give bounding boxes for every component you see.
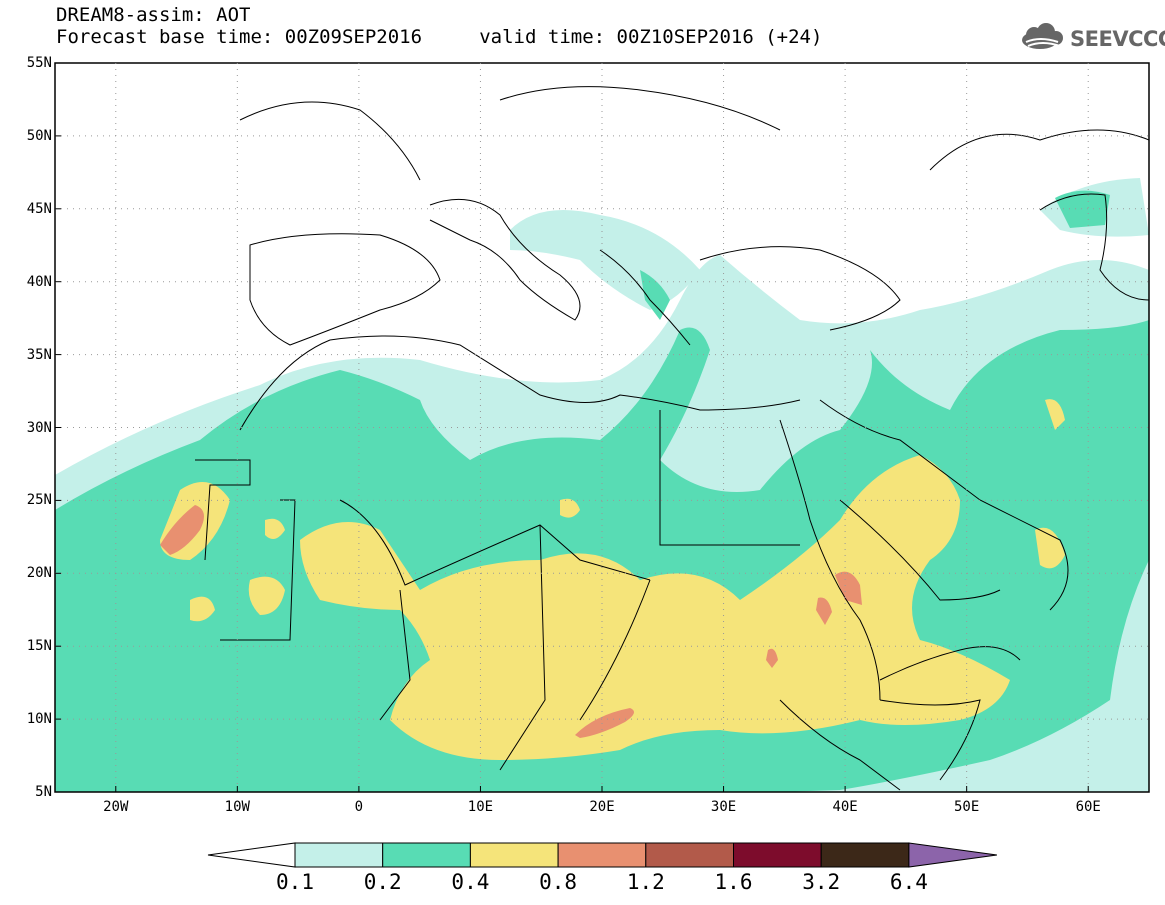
chart-subtitle: Forecast base time: 00Z09SEP2016 valid t… <box>56 26 823 48</box>
lon-label: 10E <box>467 799 494 815</box>
cloud-logo-icon <box>1022 23 1063 49</box>
colorbar-label: 1.2 <box>626 870 665 894</box>
colorbar-label: 0.2 <box>363 870 402 894</box>
lon-label: 60E <box>1075 799 1101 815</box>
colorbar-swatch <box>820 842 910 868</box>
aot-band-0.8 <box>160 505 862 738</box>
lat-label: 55N <box>26 55 52 71</box>
lat-label: 5N <box>35 784 52 800</box>
colorbar-label: 6.4 <box>889 870 928 894</box>
colorbar-swatch <box>382 842 471 868</box>
colorbar-lower-arrow <box>207 842 296 868</box>
lon-label: 20E <box>589 799 615 815</box>
colorbar-swatch <box>733 842 822 868</box>
colorbar-label: 1.6 <box>714 870 753 894</box>
colorbar-swatch <box>294 842 384 868</box>
colorbar-label: 0.4 <box>451 870 490 894</box>
lat-label: 50N <box>26 127 52 144</box>
lon-label: 30E <box>710 799 737 815</box>
colorbar-label: 0.1 <box>276 870 314 894</box>
colorbar-swatch <box>645 842 734 868</box>
gridlines <box>55 63 1149 792</box>
lat-label: 20N <box>26 565 52 582</box>
colorbar-swatch <box>557 842 647 868</box>
lat-label: 35N <box>26 346 52 363</box>
chart-title: DREAM8-assim: AOT <box>56 4 251 26</box>
axis-ticks <box>55 62 1089 793</box>
lon-label: 40E <box>832 799 858 815</box>
colorbar-swatch <box>469 842 559 868</box>
lat-label: 25N <box>26 492 52 509</box>
lon-label: 0 <box>354 799 364 815</box>
lat-label: 10N <box>26 711 52 728</box>
logo-text: SEEVCCC <box>1070 27 1165 51</box>
colorbar-upper-arrow <box>908 842 997 868</box>
lat-label: 45N <box>26 200 52 217</box>
colorbar-label: 3.2 <box>802 870 841 894</box>
lat-label: 30N <box>26 419 52 436</box>
lat-label: 40N <box>26 273 52 290</box>
lat-label: 15N <box>26 638 52 655</box>
lon-label: 10W <box>224 799 250 815</box>
colorbar-label: 0.8 <box>539 870 578 894</box>
lon-label: 50E <box>954 799 980 815</box>
lon-label: 20W <box>103 799 129 815</box>
